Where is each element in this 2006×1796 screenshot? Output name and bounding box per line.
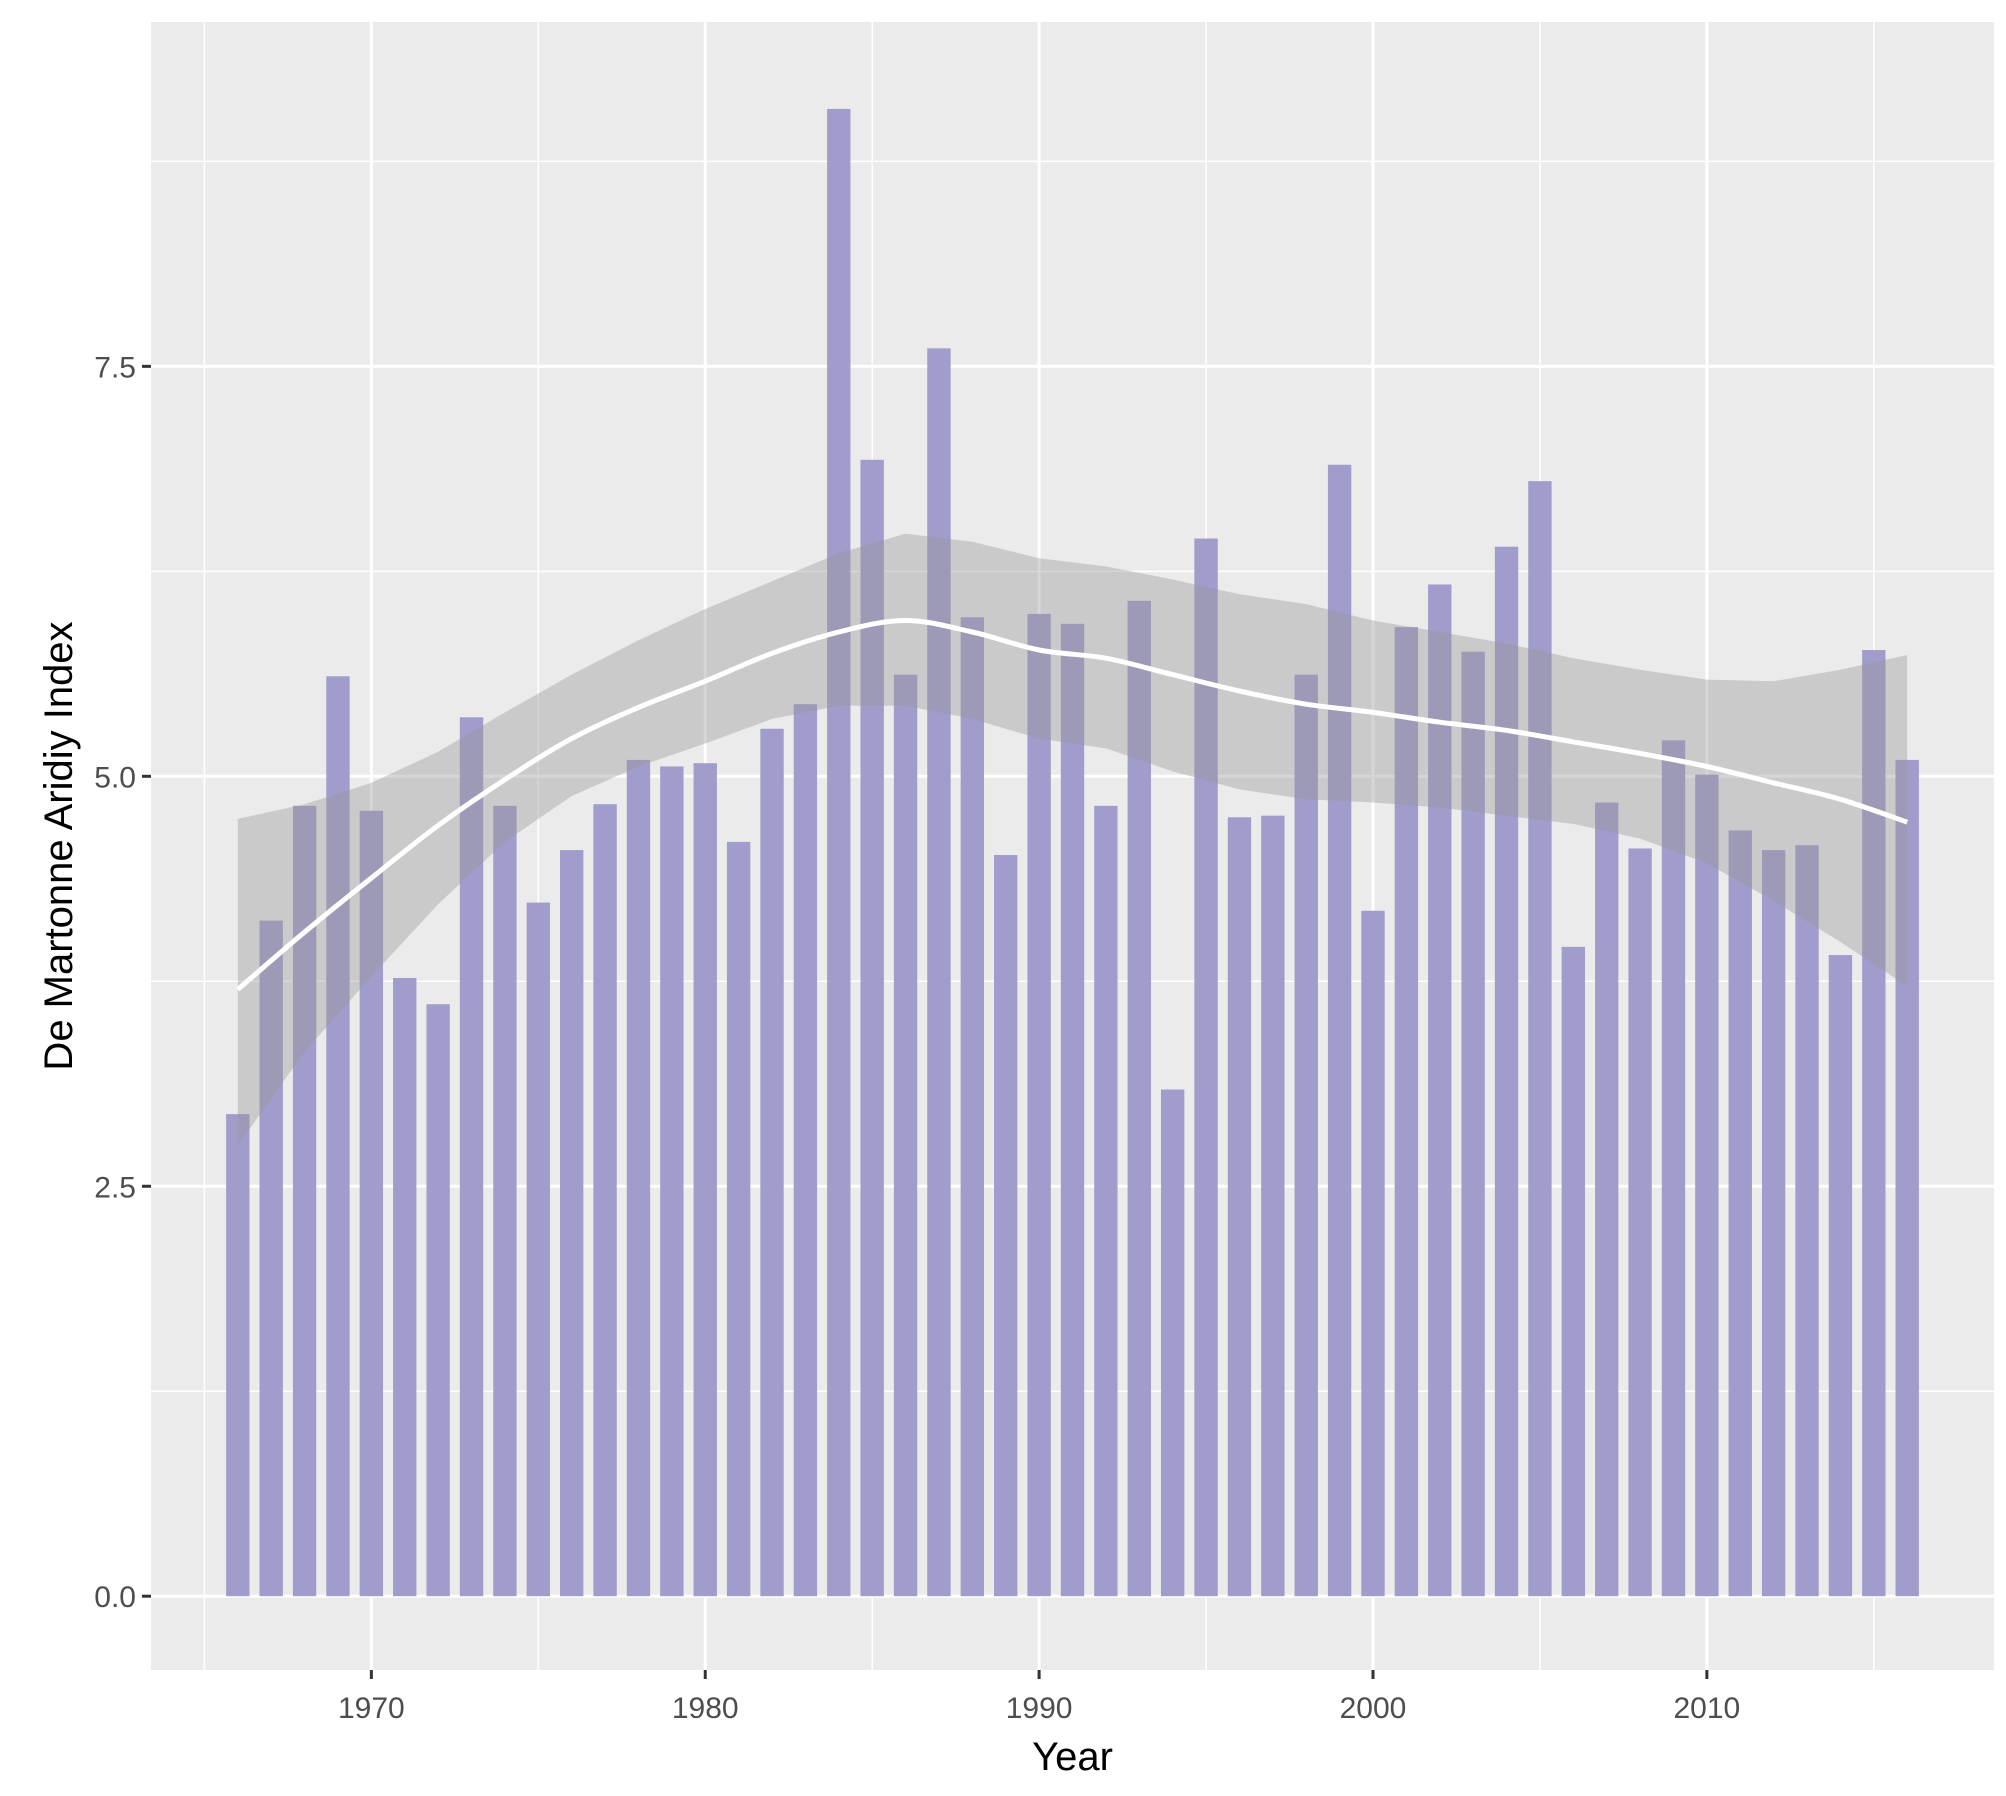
bar-1991	[1060, 623, 1085, 1597]
bar-2015	[1862, 650, 1886, 1597]
bar-1998	[1294, 674, 1318, 1597]
x-tick-label: 1990	[1006, 1692, 1073, 1725]
bar-1966	[226, 1114, 250, 1597]
y-tick-label: 5.0	[94, 761, 136, 794]
bar-1993	[1127, 600, 1151, 1597]
bar-1974	[493, 805, 517, 1597]
bar-2004	[1494, 546, 1519, 1597]
bar-1999	[1327, 464, 1352, 1597]
bar-1972	[426, 1004, 450, 1597]
confidence-ribbon	[237, 533, 1908, 1146]
bar-1996	[1227, 817, 1252, 1597]
bar-2003	[1461, 651, 1485, 1597]
x-tick-label: 1980	[672, 1692, 739, 1725]
y-axis-title: De Martonne Aridiy Index	[37, 621, 81, 1070]
bar-1970	[359, 810, 384, 1597]
bar-1989	[994, 855, 1018, 1597]
bar-2008	[1628, 848, 1652, 1597]
bar-1979	[660, 766, 684, 1597]
y-tick-label: 0.0	[94, 1581, 136, 1614]
bar-1990	[1027, 613, 1051, 1597]
bar-2001	[1394, 627, 1419, 1597]
bar-1978	[626, 759, 651, 1597]
bar-1997	[1261, 815, 1285, 1597]
x-tick-label: 2010	[1673, 1692, 1740, 1725]
bar-1986	[893, 674, 918, 1597]
bar-1968	[292, 805, 317, 1597]
bar-1967	[259, 920, 283, 1597]
bar-2005	[1528, 481, 1552, 1597]
bar-2010	[1695, 774, 1719, 1597]
y-tick-label: 2.5	[94, 1171, 136, 1204]
bar-1981	[726, 841, 751, 1597]
bar-1980	[693, 763, 717, 1597]
bar-1977	[593, 804, 617, 1597]
bar-2006	[1561, 946, 1586, 1597]
bar-1992	[1094, 805, 1118, 1597]
bar-1984	[827, 108, 851, 1597]
x-tick-label: 1970	[338, 1692, 405, 1725]
bar-2002	[1428, 584, 1452, 1597]
y-axis: 0.0 2.5 5.0 7.5	[94, 351, 151, 1614]
bar-2016	[1895, 759, 1919, 1597]
bar-2011	[1728, 830, 1752, 1597]
bar-2014	[1828, 955, 1853, 1597]
bars	[226, 108, 1919, 1597]
x-axis: 1970 1980 1990 2000 2010	[338, 1670, 1740, 1725]
bar-1988	[960, 617, 985, 1597]
bar-1995	[1194, 538, 1218, 1597]
bar-2009	[1661, 740, 1686, 1597]
bar-2013	[1795, 845, 1819, 1597]
bar-2007	[1595, 802, 1619, 1597]
bar-1983	[793, 704, 818, 1597]
x-axis-title: Year	[1032, 1735, 1113, 1779]
bar-1985	[860, 459, 884, 1597]
bar-1976	[559, 850, 584, 1597]
smooth-trend-line	[236, 617, 1909, 992]
y-tick-label: 7.5	[94, 351, 136, 384]
x-tick-label: 2000	[1340, 1692, 1407, 1725]
bar-1994	[1160, 1089, 1185, 1597]
bar-1982	[760, 728, 784, 1597]
bar-1973	[459, 717, 484, 1597]
bar-1971	[393, 978, 417, 1597]
bar-1987	[927, 348, 951, 1597]
bar-1975	[526, 902, 550, 1597]
bar-2000	[1361, 910, 1385, 1597]
bar-2012	[1761, 850, 1786, 1597]
